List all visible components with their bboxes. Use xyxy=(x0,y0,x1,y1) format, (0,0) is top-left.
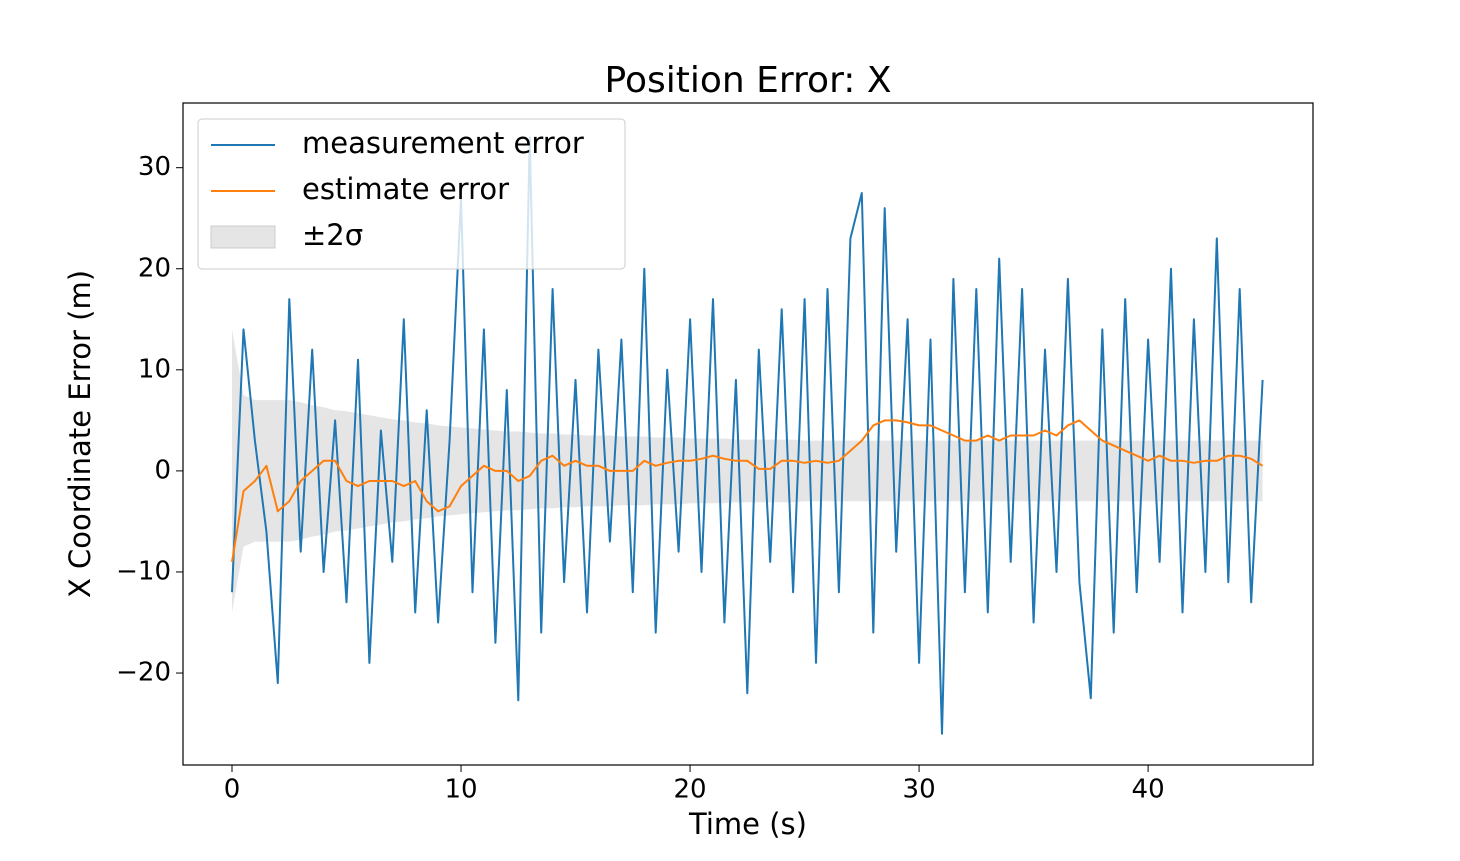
x-tick-label: 30 xyxy=(903,775,936,805)
x-tick-label: 0 xyxy=(224,775,241,805)
y-tick-label: 10 xyxy=(138,354,171,384)
x-tick-label: 10 xyxy=(444,775,477,805)
data-line xyxy=(231,136,1264,735)
x-tick-label: 20 xyxy=(674,775,707,805)
legend-box xyxy=(197,118,626,270)
legend-label: measurement error xyxy=(302,126,584,160)
y-tick-label: 30 xyxy=(138,152,171,182)
plot-frame xyxy=(182,102,1314,766)
y-tick-label: 0 xyxy=(154,455,171,485)
chart-title: Position Error: X xyxy=(605,60,892,101)
x-tick-label: 40 xyxy=(1132,775,1165,805)
x-axis-label: Time (s) xyxy=(688,807,807,841)
y-axis-label: X Coordinate Error (m) xyxy=(63,270,97,598)
legend-label: ±2σ xyxy=(302,218,363,252)
legend-label: estimate error xyxy=(302,172,509,206)
legend-swatch xyxy=(210,225,276,249)
y-tick-label: 20 xyxy=(138,253,171,283)
sigma-band xyxy=(232,329,1263,613)
data-line xyxy=(231,419,1264,563)
y-tick-label: −10 xyxy=(116,556,171,586)
y-tick-label: −20 xyxy=(116,658,171,688)
